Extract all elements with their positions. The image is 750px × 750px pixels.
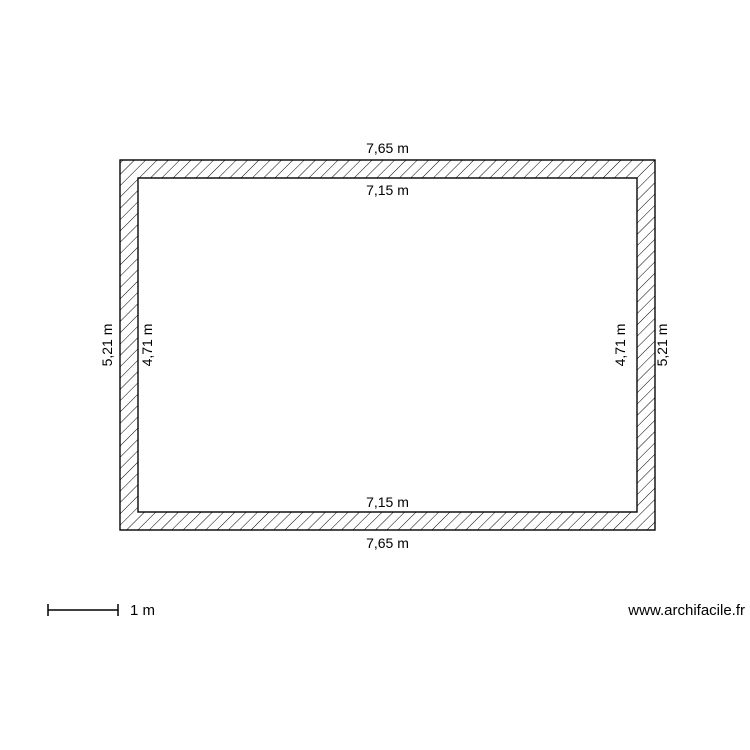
outer-wall-outline [120, 160, 655, 530]
dim-top-inner: 7,15 m [366, 182, 409, 198]
scale-bar: 1 m [48, 602, 155, 619]
dim-bottom-inner: 7,15 m [366, 494, 409, 510]
watermark-text: www.archifacile.fr [627, 602, 745, 619]
dim-right-inner: 4,71 m [612, 324, 628, 367]
floor-plan-canvas: 7,65 m 7,15 m 7,15 m 7,65 m 5,21 m 4,71 … [0, 0, 750, 750]
inner-wall-outline [138, 178, 637, 512]
wall-hatch [120, 160, 655, 530]
dim-bottom-outer: 7,65 m [366, 535, 409, 551]
dim-right-outer: 5,21 m [654, 324, 670, 367]
dim-top-outer: 7,65 m [366, 140, 409, 156]
scale-label: 1 m [130, 602, 155, 619]
dim-left-outer: 5,21 m [99, 324, 115, 367]
dim-left-inner: 4,71 m [139, 324, 155, 367]
